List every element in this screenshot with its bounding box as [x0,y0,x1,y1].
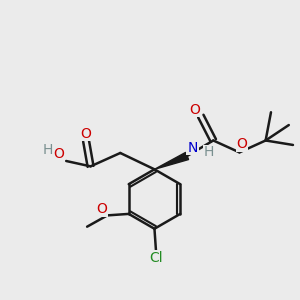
Polygon shape [154,152,189,169]
Text: O: O [97,202,107,216]
Text: H: H [203,146,214,159]
Text: N: N [187,141,198,154]
Text: H: H [43,143,53,157]
Text: O: O [80,127,91,141]
Text: O: O [189,103,200,117]
Text: O: O [53,147,64,161]
Text: O: O [236,137,247,151]
Text: Cl: Cl [150,250,164,265]
